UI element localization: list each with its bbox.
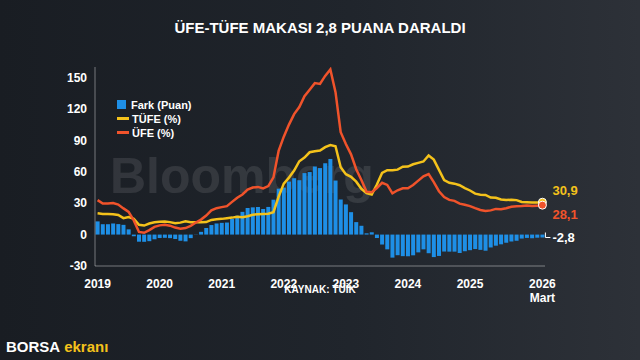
html-text:ÜFE (%): ÜFE (%) (132, 126, 175, 139)
svg-text:2024: 2024 (395, 277, 422, 291)
svg-text:2022: 2022 (270, 277, 298, 291)
svg-text:2020: 2020 (146, 277, 173, 291)
svg-text:90: 90 (74, 134, 88, 148)
svg-text:60: 60 (74, 165, 88, 179)
html-text:Bloomberg: Bloomberg (110, 148, 374, 204)
html-text:BORSA ekranı: BORSA ekranı (6, 338, 109, 355)
svg-text:-30: -30 (70, 259, 88, 273)
svg-text:30,9: 30,9 (552, 183, 577, 198)
svg-text:150: 150 (67, 71, 87, 85)
svg-text:30: 30 (74, 196, 88, 210)
html-text:KAYNAK: TÜİK: KAYNAK: TÜİK (284, 284, 356, 295)
svg-text:0: 0 (80, 228, 87, 242)
svg-text:120: 120 (67, 102, 87, 116)
svg-text:28,1: 28,1 (552, 207, 577, 222)
html-text:ÜFE-TÜFE MAKASI 2,8 PUANA DARA: ÜFE-TÜFE MAKASI 2,8 PUANA DARALDI (174, 19, 466, 36)
svg-text:2026Mart: 2026Mart (529, 277, 556, 305)
svg-text:2025: 2025 (457, 277, 484, 291)
svg-text:-2,8: -2,8 (552, 230, 574, 245)
html-text:Fark (Puan): Fark (Puan) (131, 98, 192, 111)
html-text:TÜFE (%): TÜFE (%) (132, 112, 181, 125)
svg-text:2021: 2021 (208, 277, 235, 291)
svg-text:2019: 2019 (84, 277, 111, 291)
